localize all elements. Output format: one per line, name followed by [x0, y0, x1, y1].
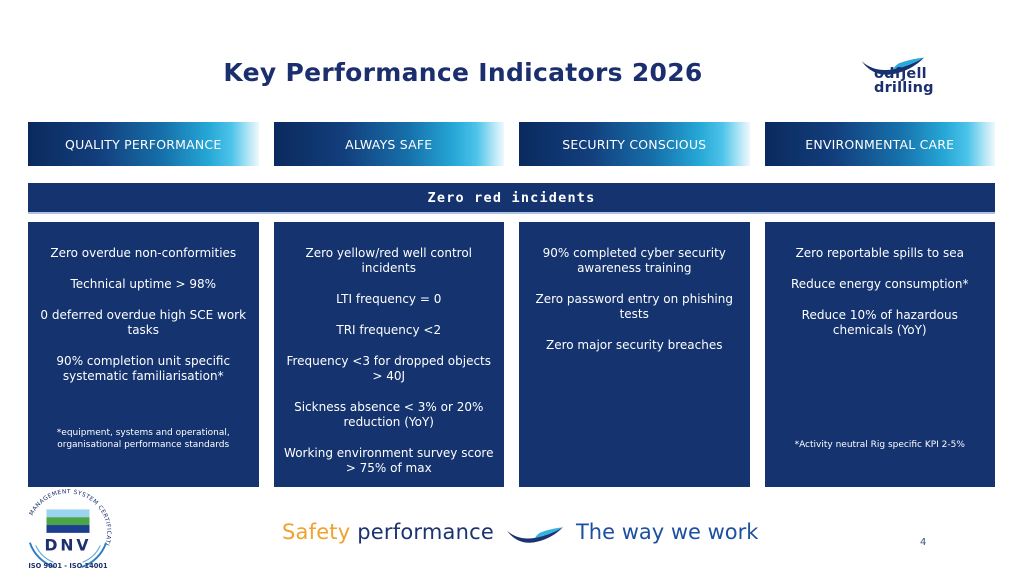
dnv-bar-green: [46, 517, 90, 526]
safety-performance-tagline: Safety performance: [282, 520, 494, 544]
tagline-safety: Safety: [282, 520, 351, 544]
dnv-name: DNV: [45, 535, 92, 554]
kpi-item: Sickness absence < 3% or 20% reduction (…: [294, 400, 484, 429]
kpi-box-quality: Zero overdue non-conformities Technical …: [28, 222, 259, 487]
kpi-footnote: *equipment, systems and operational, org…: [56, 427, 230, 450]
odfjell-drilling-logo: odfjell drilling: [853, 55, 949, 95]
logo-line2: drilling: [874, 80, 934, 96]
footer-tagline-row: Safety performance The way we work: [282, 514, 758, 550]
kpi-item: Reduce 10% of hazardous chemicals (YoY): [801, 308, 958, 337]
kpi-item: Reduce energy consumption*: [790, 277, 969, 291]
kpi-item: 90% completed cyber security awareness t…: [542, 246, 726, 275]
page-title: Key Performance Indicators 2026: [223, 58, 703, 87]
kpi-box-safe: Zero yellow/red well control incidents L…: [273, 222, 504, 487]
motto-text: The way we work: [575, 520, 759, 544]
kpi-item: 0 deferred overdue high SCE work tasks: [40, 308, 247, 337]
column-header-environment: ENVIRONMENTAL CARE: [764, 122, 995, 166]
column-header-security: SECURITY CONSCIOUS: [519, 122, 750, 166]
page-number: 4: [920, 537, 927, 548]
kpi-item: Zero password entry on phishing tests: [535, 292, 734, 321]
kpi-footnote: *Activity neutral Rig specific KPI 2-5%: [794, 439, 965, 450]
category-header-row: QUALITY PERFORMANCE ALWAYS SAFE SECURITY…: [28, 122, 995, 166]
kpi-item: LTI frequency = 0: [336, 292, 442, 306]
kpi-item: TRI frequency <2: [336, 323, 442, 337]
dnv-arc-right: [81, 542, 108, 568]
dnv-certification-badge: MANAGEMENT SYSTEM CERTIFICATION DNV ISO …: [16, 484, 111, 570]
wave-swoosh-icon: [861, 57, 925, 75]
kpi-box-security: 90% completed cyber security awareness t…: [519, 222, 750, 487]
kpi-item: Working environment survey score > 75% o…: [284, 446, 494, 475]
kpi-item: Technical uptime > 98%: [70, 277, 217, 291]
kpi-boxes-row: Zero overdue non-conformities Technical …: [28, 222, 995, 487]
kpi-item: Zero yellow/red well control incidents: [305, 246, 473, 275]
kpi-item: Zero overdue non-conformities: [50, 246, 237, 260]
dnv-arc-right-inner: [82, 545, 101, 563]
dnv-arc-left-inner: [35, 545, 54, 563]
dnv-bar-navy: [46, 525, 90, 533]
dnv-arc-left: [28, 542, 55, 568]
tagline-performance: performance: [357, 520, 494, 544]
logo-line1: odfjell: [874, 66, 927, 82]
kpi-item: 90% completion unit specific systematic …: [56, 354, 231, 383]
wave-swoosh-icon: [506, 527, 563, 543]
logo-wordmark: odfjell drilling: [874, 66, 949, 96]
column-header-safe: ALWAYS SAFE: [273, 122, 504, 166]
column-header-quality: QUALITY PERFORMANCE: [28, 122, 259, 166]
kpi-item: Zero reportable spills to sea: [795, 246, 964, 260]
kpi-item: Zero major security breaches: [546, 338, 723, 352]
kpi-box-environment: Zero reportable spills to sea Reduce ene…: [764, 222, 995, 487]
dnv-bar-skyblue: [46, 509, 90, 518]
zero-red-incidents-banner: Zero red incidents: [28, 183, 995, 214]
dnv-iso-text: ISO 9001 - ISO 14001: [28, 562, 108, 570]
kpi-item: Frequency <3 for dropped objects > 40J: [286, 354, 492, 383]
